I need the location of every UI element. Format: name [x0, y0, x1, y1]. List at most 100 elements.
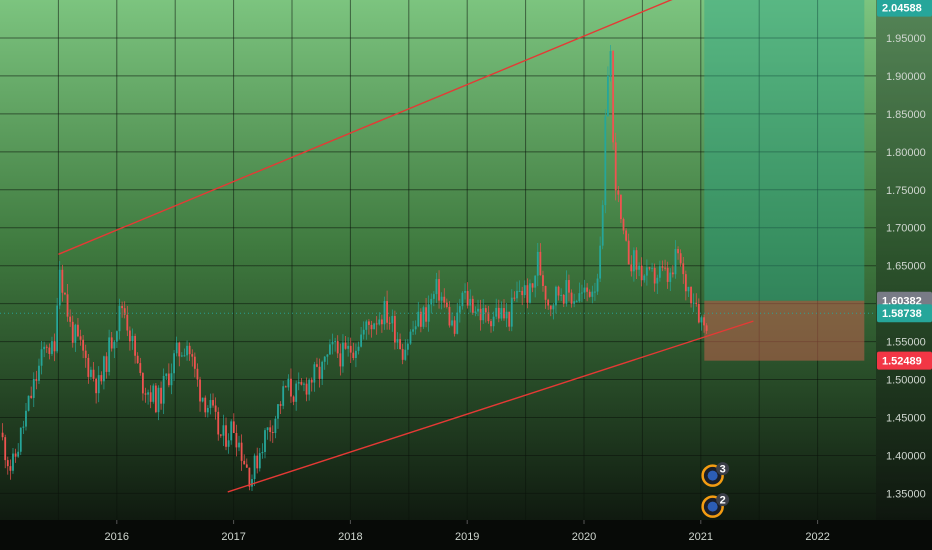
- candle-down: [339, 353, 342, 367]
- candle-up: [258, 453, 261, 469]
- stop-price-tag-bg: [877, 351, 932, 370]
- candle-down: [497, 307, 500, 319]
- candle-up: [180, 355, 183, 357]
- candle-up: [523, 285, 526, 296]
- y-tick-label: 1.90000: [886, 71, 926, 83]
- candle-up: [396, 339, 399, 343]
- candle-up: [175, 342, 178, 354]
- candle-down: [240, 442, 243, 461]
- y-tick-label: 1.50000: [886, 375, 926, 387]
- candle-down: [386, 301, 388, 323]
- candle-down: [484, 308, 487, 313]
- candle-up: [40, 349, 43, 366]
- candle-down: [9, 466, 12, 471]
- candle-up: [360, 334, 363, 347]
- candle-down: [630, 264, 633, 272]
- candle-up: [253, 455, 256, 480]
- target-price-tag-bg: [877, 0, 932, 17]
- candle-up: [451, 320, 453, 326]
- candle-up: [516, 290, 518, 299]
- candle-up: [536, 251, 539, 276]
- event-marker[interactable]: 2: [701, 493, 730, 518]
- candle-down: [248, 467, 251, 487]
- candle-down: [627, 240, 630, 265]
- candle-down: [368, 321, 370, 325]
- candle-down: [653, 267, 656, 284]
- candle-up: [347, 345, 350, 349]
- candle-down: [568, 280, 570, 293]
- candle-down: [490, 321, 492, 327]
- candle-up: [251, 479, 253, 487]
- candle-up: [456, 312, 459, 334]
- event-count-badge: [716, 493, 730, 507]
- candle-down: [666, 267, 669, 282]
- candle-up: [74, 324, 77, 343]
- candle-down: [141, 372, 144, 394]
- candle-down: [425, 307, 427, 322]
- candle-down: [232, 421, 235, 433]
- candle-up: [152, 385, 155, 402]
- candle-up: [362, 329, 365, 335]
- lower-trendline[interactable]: [227, 320, 754, 493]
- candle-up: [90, 369, 92, 377]
- candle-up: [56, 305, 59, 352]
- y-tick-label: 1.55000: [886, 337, 926, 349]
- candle-up: [596, 278, 599, 292]
- candle-down: [690, 286, 692, 304]
- candle-up: [186, 345, 188, 356]
- candle-up: [162, 376, 165, 404]
- candle-down: [292, 396, 295, 402]
- event-markers[interactable]: 32: [701, 462, 730, 518]
- current-price-tag: 1.58738: [877, 304, 932, 323]
- candle-up: [147, 392, 149, 395]
- current-price-tag-bg: [877, 304, 932, 323]
- candle-down: [393, 315, 396, 343]
- candle-up: [264, 430, 266, 452]
- candle-up: [17, 451, 20, 457]
- candle-down: [136, 355, 139, 364]
- candle-down: [121, 305, 124, 309]
- candle-up: [238, 442, 240, 448]
- candle-down: [521, 290, 524, 296]
- y-tick-label: 1.80000: [886, 147, 926, 159]
- x-tick-label: 2018: [338, 531, 362, 543]
- candle-down: [271, 431, 274, 433]
- candle-up: [458, 306, 461, 313]
- candle-down: [614, 142, 617, 191]
- candle-up: [417, 311, 420, 327]
- candle-down: [160, 387, 162, 404]
- trendlines[interactable]: [58, 0, 754, 493]
- position-zones: [704, 0, 865, 361]
- event-marker[interactable]: 3: [701, 462, 730, 487]
- candle-down: [684, 274, 687, 292]
- flag-globe-icon: [707, 501, 718, 512]
- candle-up: [19, 427, 22, 452]
- candle-up: [674, 249, 677, 275]
- candle-down: [235, 433, 238, 448]
- y-tick-label: 1.70000: [886, 223, 926, 235]
- candle-up: [209, 400, 212, 408]
- candle-up: [643, 275, 646, 281]
- candle-down: [588, 291, 591, 297]
- x-tick-label: 2016: [105, 531, 129, 543]
- candle-down: [4, 437, 7, 461]
- candle-down: [225, 425, 227, 447]
- candle-down: [53, 341, 56, 352]
- candle-down: [71, 321, 74, 343]
- candle-up: [435, 279, 438, 295]
- candle-up: [58, 269, 61, 306]
- candle-up: [323, 356, 326, 362]
- candle-up: [500, 308, 503, 319]
- candle-up: [222, 425, 225, 436]
- candle-up: [412, 329, 414, 332]
- candle-up: [183, 355, 186, 357]
- candle-down: [92, 369, 95, 379]
- candle-up: [464, 291, 466, 293]
- candle-up: [669, 272, 672, 282]
- candle-up: [510, 297, 513, 327]
- x-tick-label: 2017: [221, 531, 245, 543]
- candle-up: [404, 349, 407, 360]
- upper-trendline[interactable]: [58, 0, 689, 255]
